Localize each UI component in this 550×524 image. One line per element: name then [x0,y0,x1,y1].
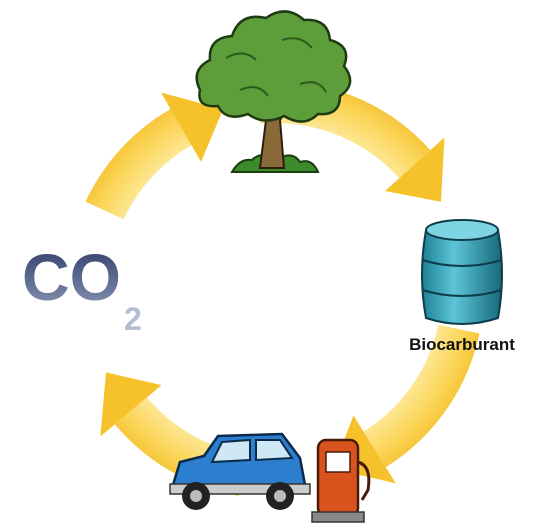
node-label: CO [22,240,121,314]
tree-icon [197,11,350,172]
carbon-cycle-diagram: Biocarburant CO 2 [0,0,550,524]
node-label: Biocarburant [409,335,515,354]
arrow-body [105,127,181,210]
node-subscript: 2 [124,301,142,337]
barrel-icon [422,220,502,324]
